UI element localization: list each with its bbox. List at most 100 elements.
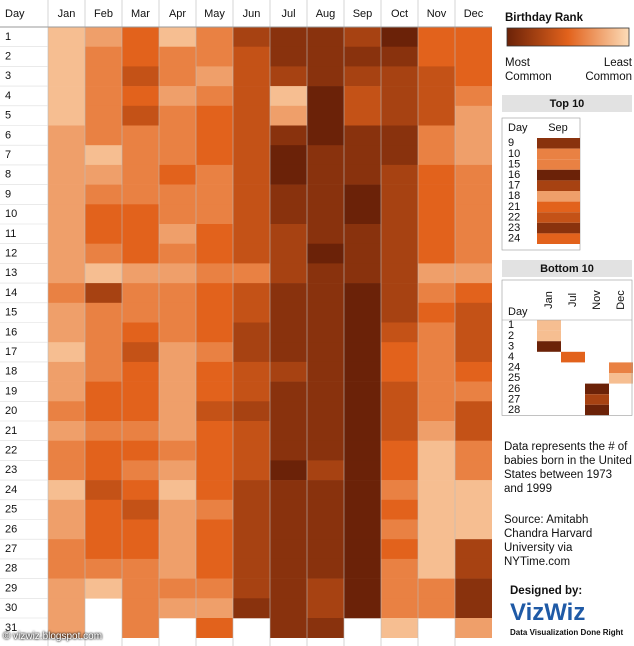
heat-cell xyxy=(344,27,381,47)
heat-cell xyxy=(85,480,122,501)
bottom10-month: Jan xyxy=(543,291,555,309)
heat-cell xyxy=(344,224,381,244)
heat-cell xyxy=(344,164,381,185)
row-label: 13 xyxy=(5,267,17,279)
heat-cell xyxy=(233,401,270,422)
heat-cell xyxy=(196,302,233,323)
heat-cell xyxy=(307,440,344,461)
heat-cell xyxy=(159,164,196,185)
heat-cell xyxy=(159,125,196,146)
heat-cell xyxy=(344,263,381,284)
heat-cell xyxy=(159,86,196,107)
heat-cell xyxy=(455,361,492,382)
row-label: 29 xyxy=(5,582,17,594)
heat-cell xyxy=(233,27,270,47)
heat-cell xyxy=(270,499,307,520)
heat-cell xyxy=(455,578,492,599)
heat-cell xyxy=(344,460,381,481)
top10-cell xyxy=(537,159,580,170)
top10-day: 22 xyxy=(508,211,520,223)
heat-cell xyxy=(196,204,233,225)
heat-cell xyxy=(307,46,344,67)
corner-label: Day xyxy=(5,8,25,20)
heat-cell xyxy=(418,224,455,244)
heat-cell xyxy=(48,578,85,599)
heat-cell xyxy=(307,184,344,205)
heat-cell xyxy=(381,460,418,481)
heat-cell xyxy=(307,105,344,126)
row-label: 10 xyxy=(5,208,17,220)
row-label: 25 xyxy=(5,504,17,516)
heat-cell xyxy=(307,381,344,402)
heat-cell xyxy=(381,184,418,205)
heat-cell xyxy=(418,204,455,225)
bottom10-frame xyxy=(501,279,633,416)
row-label: 2 xyxy=(5,50,11,62)
heat-cell xyxy=(85,46,122,67)
heat-cell xyxy=(381,421,418,441)
top10-day: 9 xyxy=(508,137,514,149)
heat-cell xyxy=(270,105,307,126)
heat-cell xyxy=(344,46,381,67)
heat-cell xyxy=(381,480,418,501)
heat-cell xyxy=(270,86,307,107)
heat-cell xyxy=(48,618,85,638)
heat-cell xyxy=(122,204,159,225)
heat-cell xyxy=(196,263,233,284)
heat-cell xyxy=(455,125,492,146)
heat-cell xyxy=(344,283,381,304)
heat-cell xyxy=(270,361,307,382)
heat-cell xyxy=(344,499,381,520)
heat-cell xyxy=(233,578,270,599)
heat-cell xyxy=(233,164,270,185)
bottom10-cell xyxy=(585,383,609,395)
heat-cell xyxy=(270,539,307,560)
heat-cell xyxy=(122,361,159,382)
heat-cell xyxy=(418,519,455,540)
heat-cell xyxy=(159,598,196,619)
heat-cell xyxy=(122,460,159,481)
row-label: 28 xyxy=(5,563,17,575)
heat-cell xyxy=(233,440,270,461)
heat-cell xyxy=(418,578,455,599)
heat-cell xyxy=(233,283,270,304)
heat-cell xyxy=(48,27,85,47)
heat-cell xyxy=(381,558,418,579)
heat-cell xyxy=(455,224,492,244)
bottom10-cell xyxy=(537,320,561,331)
heat-cell xyxy=(196,618,233,638)
heat-cell xyxy=(307,27,344,47)
heat-cell xyxy=(381,46,418,67)
heat-cell xyxy=(270,480,307,501)
heat-cell xyxy=(381,263,418,284)
top10-header: Sep xyxy=(548,122,568,134)
heat-cell xyxy=(122,618,159,638)
heat-cell xyxy=(233,361,270,382)
heat-cell xyxy=(307,460,344,481)
heat-cell xyxy=(159,105,196,126)
heat-cell xyxy=(48,204,85,225)
heat-cell xyxy=(344,421,381,441)
heat-cell xyxy=(270,322,307,343)
heat-cell xyxy=(270,421,307,441)
heat-cell xyxy=(196,342,233,363)
heat-cell xyxy=(122,499,159,520)
heat-cell xyxy=(307,578,344,599)
top10-day: 16 xyxy=(508,169,520,181)
heat-cell xyxy=(122,539,159,560)
bottom10-cell xyxy=(609,373,633,384)
top10-day: 17 xyxy=(508,180,520,192)
heat-cell xyxy=(233,598,270,619)
heat-cell xyxy=(196,66,233,87)
heat-cell xyxy=(455,322,492,343)
heat-cell xyxy=(455,342,492,363)
heat-cell xyxy=(85,224,122,244)
heat-cell xyxy=(122,86,159,107)
heat-cell xyxy=(270,145,307,166)
top10-day: 24 xyxy=(508,233,520,245)
bottom10-day: 25 xyxy=(508,372,520,384)
heat-cell xyxy=(159,381,196,402)
heat-cell xyxy=(344,125,381,146)
legend-title: Birthday Rank xyxy=(505,12,583,24)
heat-cell xyxy=(307,224,344,244)
